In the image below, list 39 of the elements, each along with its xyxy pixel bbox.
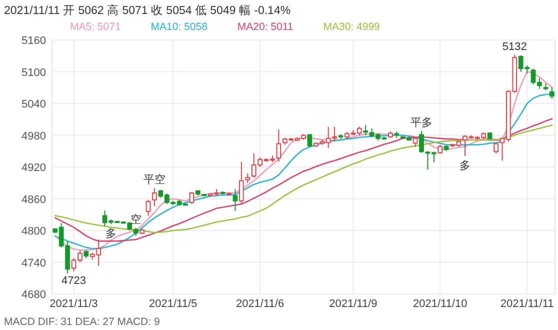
annotation: 多: [459, 160, 470, 172]
text: MA5: 5071: [70, 21, 121, 33]
candlestick: [189, 191, 194, 205]
y-tick-label: 4800: [22, 226, 46, 238]
annotation: 空: [130, 212, 142, 226]
y-tick-label: 4980: [22, 130, 46, 142]
chart-title: 2021/11/11 开 5062 高 5071 收 5054 低 5049 幅 -0.14%: [4, 3, 291, 17]
y-tick-label: 4860: [22, 194, 46, 206]
text: MA20: 5011: [237, 21, 294, 33]
annotation: 平多: [410, 117, 432, 130]
annotation: 4723: [61, 275, 86, 288]
y-tick-label: 5160: [22, 35, 46, 47]
x-tick-label: 2021/11/9: [329, 298, 378, 310]
y-tick-label: 5100: [22, 66, 46, 79]
x-tick-label: 2021/11/5: [149, 298, 198, 310]
y-tick-label: 5040: [22, 98, 46, 110]
candlestick: [276, 128, 282, 162]
candlestick: [549, 86, 554, 100]
candlestick: [245, 172, 250, 184]
x-tick-label: 2021/11/10: [412, 298, 468, 310]
candlestick: [307, 134, 312, 148]
y-tick-label: 4740: [22, 257, 46, 270]
annotation: 平空: [143, 173, 166, 186]
annotation: 多: [105, 228, 116, 240]
text: MA10: 5058: [150, 21, 208, 33]
candlestick: [238, 161, 244, 205]
x-tick-label: 2021/11/6: [236, 298, 284, 310]
x-tick-label: 2021/11/3: [50, 298, 98, 310]
candlestick: [232, 188, 238, 212]
annotation: 5132: [502, 40, 527, 53]
text: MACD DIF: 31 DEA: 27 MACD: 9: [4, 316, 160, 328]
text: MA30: 4999: [323, 21, 380, 33]
x-tick-label: 2021/11/11: [500, 298, 554, 310]
candlestick: [146, 199, 151, 216]
y-tick-label: 4920: [22, 162, 46, 174]
candlestick: [494, 142, 498, 154]
y-tick-label: 4680: [22, 289, 46, 301]
candlestick: [412, 136, 418, 148]
candlestick: [152, 188, 157, 207]
